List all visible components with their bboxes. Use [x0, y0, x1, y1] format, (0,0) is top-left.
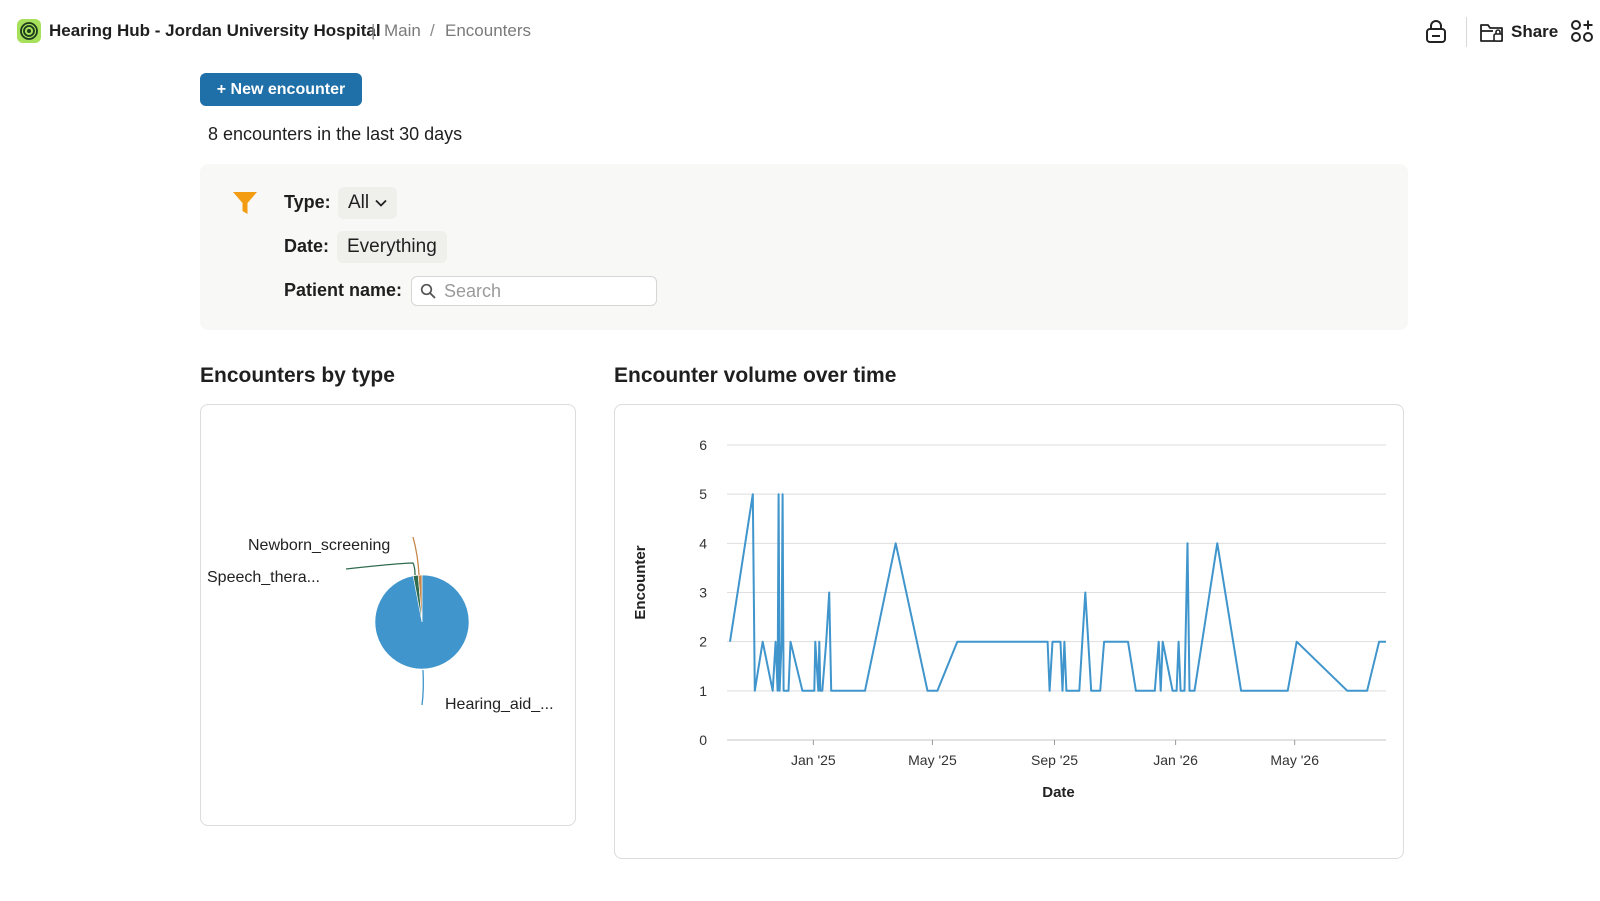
pie-chart-card: Hearing_aid_... Speech_thera... Newborn_sc… [200, 404, 576, 826]
pie-chart-title: Encounters by type [200, 364, 395, 387]
y-axis-label: Encounter [632, 545, 649, 619]
line-chart-card: 0 1 2 3 4 5 6 Jan '25 May '25 Sep '25 Jan '26 May '… [614, 404, 1404, 859]
share-button[interactable]: Share [1479, 17, 1558, 47]
apps-grid-icon [1571, 20, 1593, 42]
date-filter-label: Date: [284, 236, 330, 256]
chevron-down-icon [375, 199, 387, 207]
patient-name-filter-label: Patient name: [284, 280, 403, 300]
x-tick-label: Sep '25 [1031, 752, 1078, 768]
line-chart-title: Encounter volume over time [614, 364, 897, 387]
date-filter-value: Everything [347, 236, 437, 257]
type-filter-value: All [348, 192, 370, 213]
top-bar: Hearing Hub - Jordan University Hospital… [0, 0, 1600, 62]
new-encounter-button[interactable]: + New encounter [200, 73, 362, 106]
target-logo-icon [17, 19, 41, 43]
y-tick-label: 6 [699, 437, 707, 453]
x-tick-label: Jan '25 [791, 752, 836, 768]
line-chart: 0 1 2 3 4 5 6 Jan '25 May '25 Sep '25 Jan '26 May '… [632, 437, 1386, 801]
pie-slice-label: Speech_thera... [207, 569, 320, 586]
pie-chart: Hearing_aid_... Speech_thera... Newborn_sc… [207, 536, 554, 713]
app-title[interactable]: Hearing Hub - Jordan University Hospital [49, 21, 381, 40]
patient-search-box[interactable] [411, 276, 657, 306]
type-filter-select[interactable]: All [338, 187, 398, 219]
pie-slice-label: Newborn_screening [248, 537, 390, 554]
apps-grid-button[interactable] [1569, 18, 1595, 44]
share-label: Share [1511, 22, 1559, 41]
y-tick-label: 5 [699, 486, 707, 502]
breadcrumb-encounters: Encounters [445, 21, 531, 40]
share-folder-icon [1480, 24, 1503, 42]
y-tick-label: 0 [699, 732, 707, 748]
breadcrumb-separator: / [430, 21, 435, 40]
x-tick-label: May '26 [1270, 752, 1319, 768]
lock-icon [1426, 20, 1446, 43]
toolbar-divider [1466, 17, 1467, 47]
y-tick-label: 4 [699, 535, 707, 551]
line-series[interactable] [729, 493, 1386, 692]
y-tick-label: 3 [699, 585, 707, 601]
breadcrumb-main[interactable]: Main [384, 21, 421, 40]
encounter-count-text: 8 encounters in the last 30 days [208, 124, 463, 144]
search-icon [420, 283, 436, 299]
pie-slice[interactable] [417, 574, 423, 623]
pie-callout-line [345, 562, 416, 576]
lock-button[interactable] [1421, 17, 1451, 47]
title-separator: | [371, 21, 376, 40]
filter-funnel-icon [233, 192, 257, 214]
pie-callout-line [421, 669, 424, 706]
date-filter-select[interactable]: Everything [337, 231, 447, 263]
x-axis-label: Date [1042, 784, 1075, 801]
y-tick-label: 1 [699, 683, 707, 699]
patient-search-input[interactable] [442, 279, 646, 303]
pie-callout-line [412, 536, 420, 576]
pie-slice-label: Hearing_aid_... [445, 696, 554, 713]
x-tick-label: Jan '26 [1153, 752, 1198, 768]
x-tick-label: May '25 [908, 752, 957, 768]
y-tick-label: 2 [699, 634, 707, 650]
type-filter-label: Type: [284, 192, 331, 212]
